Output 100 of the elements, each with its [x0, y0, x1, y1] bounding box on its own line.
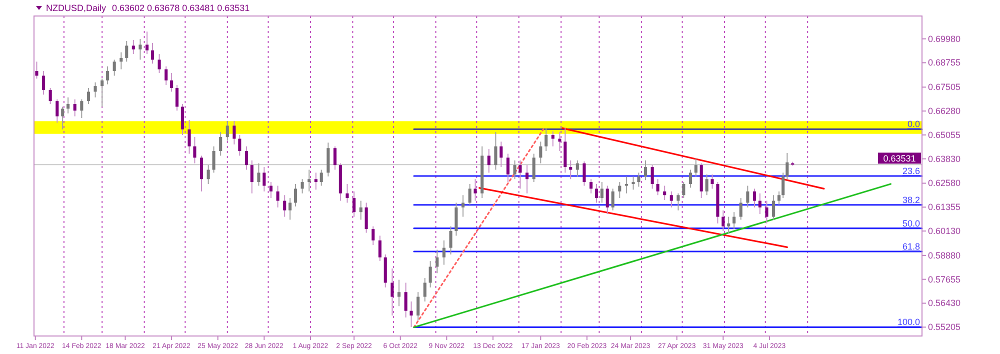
candlestick	[449, 226, 452, 255]
y-tick-label: 0.55205	[928, 322, 961, 332]
candlestick	[710, 174, 714, 190]
candlestick	[200, 155, 204, 192]
candlestick	[611, 188, 614, 211]
candlestick	[283, 194, 286, 218]
candlestick	[56, 98, 59, 124]
candlestick	[378, 235, 382, 262]
annotation: 100.0	[897, 317, 920, 328]
candlestick	[212, 146, 216, 174]
candlestick	[66, 96, 70, 114]
candlestick	[722, 210, 725, 232]
candlestick	[219, 132, 222, 156]
candlestick	[442, 240, 446, 266]
candlestick	[193, 136, 196, 164]
candlestick	[146, 31, 149, 55]
candlestick	[180, 104, 184, 136]
annotation: 38.2	[902, 194, 920, 205]
candlestick	[269, 182, 273, 199]
candlestick	[758, 192, 762, 215]
candlestick	[688, 169, 692, 188]
candlestick	[94, 82, 97, 98]
candlestick	[772, 194, 776, 220]
candlestick	[188, 120, 191, 154]
candlestick	[158, 54, 161, 74]
candlestick	[112, 59, 116, 76]
candlestick	[518, 160, 522, 190]
candlestick	[125, 40, 128, 62]
candlestick	[226, 120, 229, 142]
candlestick	[423, 278, 426, 302]
candlestick	[390, 268, 394, 316]
candlestick	[539, 141, 542, 164]
candlestick	[650, 164, 654, 190]
candlestick	[436, 249, 439, 274]
y-tick-label: 0.66280	[928, 106, 961, 116]
candlestick	[372, 226, 375, 246]
candlestick	[300, 178, 304, 194]
candlestick	[106, 66, 110, 85]
candlestick	[410, 300, 413, 328]
candlestick	[244, 146, 248, 170]
candlestick	[582, 160, 586, 186]
candlestick	[232, 120, 236, 145]
candlestick	[359, 200, 362, 220]
candlestick	[308, 169, 311, 192]
candlestick	[100, 78, 104, 108]
candlestick	[461, 194, 465, 218]
y-tick-label: 0.61355	[928, 202, 961, 212]
candlestick	[61, 106, 64, 130]
candlestick	[320, 169, 323, 186]
candlestick	[752, 188, 756, 208]
y-tick-label: 0.58880	[928, 250, 961, 260]
candlestick	[164, 66, 168, 86]
candlestick	[257, 162, 260, 186]
candlestick	[694, 158, 698, 177]
y-tick-label: 0.63830	[928, 154, 961, 164]
y-tick-label: 0.57655	[928, 274, 961, 284]
candlestick	[238, 134, 242, 156]
candlestick	[670, 190, 673, 208]
candlestick	[746, 185, 750, 208]
candlestick	[506, 153, 510, 183]
candlestick	[600, 182, 604, 204]
candlestick	[138, 38, 142, 60]
candlestick	[42, 70, 46, 96]
candlestick	[727, 216, 730, 234]
candlestick	[513, 160, 516, 180]
candlestick	[175, 84, 179, 112]
candlestick	[170, 72, 174, 92]
candlestick	[656, 178, 660, 196]
candlestick	[569, 160, 572, 180]
candlestick	[632, 176, 635, 190]
candlestick	[558, 132, 562, 152]
candlestick	[428, 260, 432, 288]
annotation: 61.8	[902, 242, 920, 252]
y-tick-label: 0.56430	[928, 298, 961, 308]
y-tick-label: 0.65055	[928, 130, 961, 140]
candlestick	[624, 176, 628, 194]
candlestick	[276, 185, 280, 208]
candlestick	[590, 178, 593, 194]
candlestick	[288, 198, 292, 220]
candlestick	[618, 182, 622, 199]
ref-line-label: 0.63531	[883, 154, 916, 164]
candlestick	[500, 141, 503, 168]
candlestick	[606, 185, 609, 215]
candlestick	[120, 52, 123, 70]
candlestick	[739, 198, 742, 220]
candlestick	[80, 98, 84, 119]
candlestick	[474, 178, 477, 202]
y-tick-label: 0.68755	[928, 58, 961, 68]
chart-title: NZDUSD,Daily	[46, 3, 107, 13]
candlestick	[346, 184, 349, 204]
candlestick	[532, 153, 536, 183]
y-tick-label: 0.62580	[928, 178, 961, 188]
candlestick	[454, 202, 458, 236]
annotation: 50.0	[902, 218, 920, 228]
candlestick	[333, 146, 337, 170]
candlestick	[35, 61, 38, 80]
candlestick	[782, 172, 785, 199]
candlestick	[637, 172, 640, 188]
candlestick	[314, 172, 318, 190]
candlestick	[594, 184, 598, 204]
